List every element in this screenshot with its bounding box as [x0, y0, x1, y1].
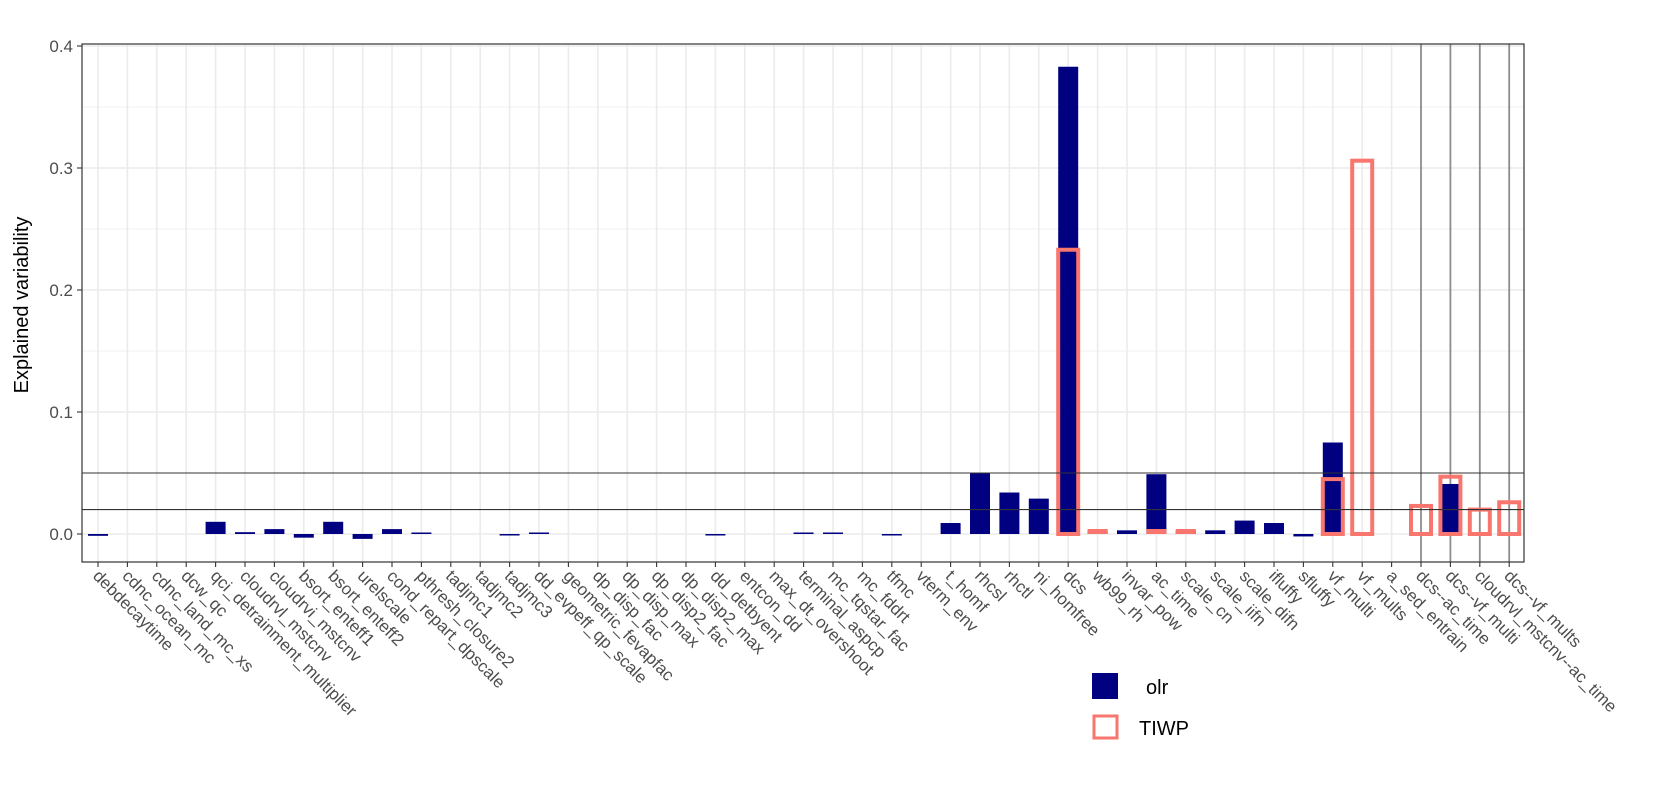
bar-olr-rhctl: [999, 492, 1020, 534]
bar-tiwp-vf-multi: [1320, 477, 1345, 537]
bar-tiwp-vf-mults: [1350, 158, 1375, 536]
x-tick-label-cloudrvl-mstcnv-ac-time: cloudrvl_mstcnv--ac_time: [1471, 566, 1621, 716]
bar-olr-rhcsl: [970, 473, 990, 534]
reference-lines: [82, 472, 1524, 511]
y-axis: 0.0 0.1 0.2 0.3 0.4: [49, 37, 82, 544]
bar-olr-sfluffy: [1293, 534, 1314, 537]
bar-olr-ni-homfree: [1028, 498, 1049, 534]
bar-olr-cloudrvl-mstcnv: [235, 532, 255, 534]
bar-tiwp-dcs-vf-mults: [1497, 500, 1522, 536]
bar-olr-tadjmc3: [499, 534, 520, 536]
bar-olr-ac-time: [1146, 474, 1167, 534]
legend-label-olr: olr: [1146, 677, 1169, 699]
bar-olr-tfmc: [881, 534, 902, 536]
bar-olr-mc-tqstar-fac: [823, 532, 843, 534]
bar-tiwp-wb99-rh: [1087, 529, 1108, 534]
y-tick-label: 0.0: [49, 525, 73, 544]
plot-panel-border: [81, 43, 1525, 563]
y-tick-label: 0.3: [49, 159, 73, 178]
bar-tiwp-ac-time: [1146, 529, 1167, 534]
bar-olr-dd-detbyent: [705, 534, 726, 536]
legend-key-tiwp: [1092, 714, 1119, 740]
x-tick-label-rhctl: rhctl: [1001, 566, 1037, 602]
y-axis-title: Explained variability: [11, 217, 33, 394]
bar-olr-t-homf: [940, 523, 961, 534]
bar-olr-cond-repart-dpscale: [382, 529, 402, 534]
bar-olr-debdecaytime: [88, 534, 108, 536]
bar-olr-scale-iifn: [1205, 530, 1226, 534]
bar-tiwp-dcs-vf-multi: [1438, 474, 1463, 537]
bars: [88, 66, 1522, 539]
bar-olr-qci-detrainment-multiplier: [205, 521, 226, 534]
legend-key-olr: [1092, 673, 1118, 699]
bar-olr-vf-multi: [1322, 442, 1343, 534]
legend: olr TIWP: [1092, 673, 1189, 740]
bar-tiwp-scale-cn: [1175, 529, 1196, 534]
bar-olr-invar-pow: [1117, 530, 1137, 534]
bar-olr-bsort-enteff1: [293, 534, 314, 538]
bar-olr-dd-evpeff-qp-scale: [529, 532, 549, 534]
x-axis: debdecaytimecdnc_ocean_mccdnc_land_mc_xs…: [89, 562, 1621, 720]
bar-olr-urelscale: [352, 534, 373, 539]
bar-olr-bsort-enteff2: [323, 521, 344, 534]
y-tick-label: 0.2: [49, 281, 73, 300]
bar-olr-terminal-aspcp: [793, 532, 814, 534]
bar-olr-ifluffy: [1264, 523, 1284, 534]
bar-olr-scale-difn: [1234, 520, 1255, 534]
bar-tiwp-dcs-ac-time: [1409, 503, 1433, 537]
bar-olr-dcs-vf-multi: [1440, 483, 1461, 534]
legend-label-tiwp: TIWP: [1139, 718, 1189, 740]
y-tick-label: 0.1: [49, 403, 73, 422]
bar-olr-cloudrvi-mstcnv: [264, 529, 285, 534]
bar-olr-dcs: [1058, 66, 1079, 535]
grid: [82, 44, 1524, 562]
y-tick-label: 0.4: [49, 37, 73, 56]
bar-tiwp-dcs: [1056, 247, 1081, 537]
bar-olr-pthresh-closure2: [411, 532, 432, 534]
